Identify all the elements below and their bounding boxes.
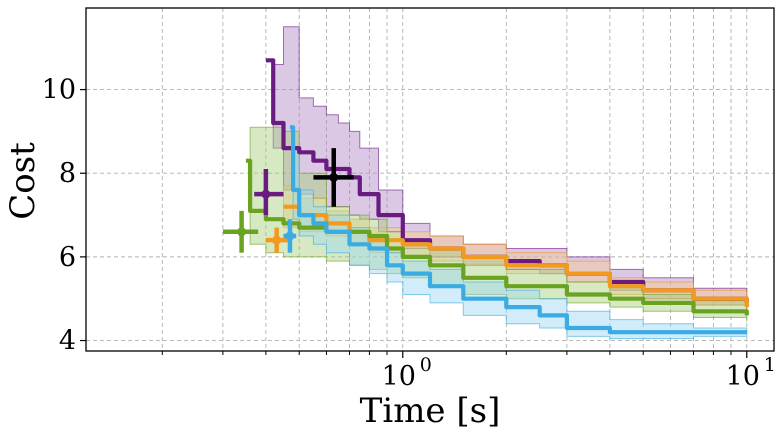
x-axis-label: Time [s] (360, 391, 501, 431)
marker-point-2 (237, 227, 247, 237)
start-marker-4 (313, 148, 354, 207)
y-tick-label: 8 (59, 158, 76, 189)
y-tick-label: 6 (59, 242, 76, 273)
confidence-band-3 (290, 126, 748, 339)
x-tick-label: 10 (726, 361, 760, 392)
series-line-2 (245, 158, 749, 316)
start-markers (222, 148, 354, 253)
series-line-1 (283, 204, 749, 308)
start-marker-2 (222, 210, 259, 253)
x-tick-label-exponent: 0 (420, 354, 432, 376)
start-marker-0 (254, 169, 284, 216)
y-axis-label: Cost (3, 142, 43, 220)
marker-point-0 (261, 189, 271, 199)
y-tick-label: 10 (42, 75, 76, 106)
x-tick-label: 10 (382, 361, 416, 392)
plot-frame (85, 7, 775, 352)
marker-point-3 (285, 231, 295, 241)
series-line-3 (290, 125, 747, 335)
marker-point-4 (329, 172, 339, 182)
start-marker-1 (265, 227, 290, 253)
x-tick-label-exponent: 1 (764, 354, 776, 376)
y-tick-label: 4 (59, 326, 76, 357)
start-marker-3 (283, 219, 297, 253)
marker-point-1 (272, 235, 282, 245)
series-lines (245, 58, 749, 335)
